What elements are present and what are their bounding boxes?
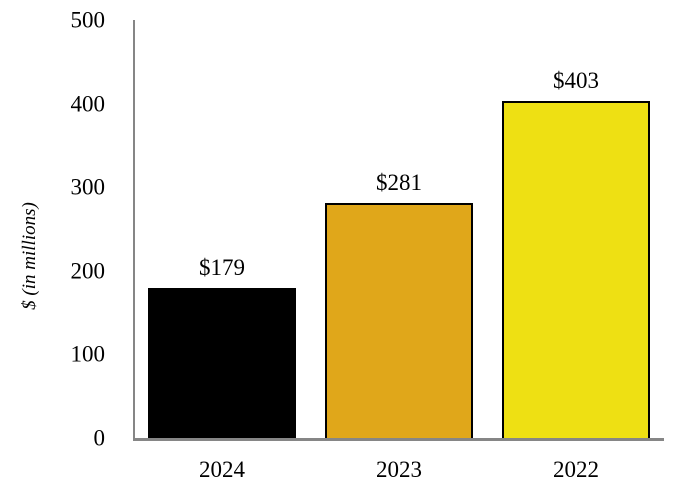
x-axis-label: 2023 — [376, 457, 422, 482]
bar-value-label: $281 — [376, 170, 422, 196]
bar-value-label: $403 — [553, 68, 599, 94]
bar-2023: $281 2023 — [325, 170, 473, 482]
y-tick-label: 100 — [70, 341, 106, 367]
x-axis-label: 2022 — [553, 457, 599, 482]
plot-area: $179 2024 $281 2023 $403 2022 0 100 200 300 400 50… — [71, 9, 664, 482]
y-axis-title: $ (in millions) — [19, 202, 40, 310]
x-axis-label: 2024 — [199, 457, 245, 482]
bar-2024: $179 2024 — [148, 255, 296, 482]
y-tick-label: 300 — [70, 174, 106, 200]
y-tick-label: 500 — [70, 7, 106, 33]
y-tick-label: 400 — [70, 91, 106, 117]
bars-row: $179 2024 $281 2023 $403 2022 — [135, 20, 664, 482]
bar-value-label: $179 — [199, 255, 245, 281]
y-tick-label: 0 — [93, 425, 106, 451]
bar-2022: $403 2022 — [502, 68, 650, 482]
y-tick-label: 200 — [70, 258, 106, 284]
